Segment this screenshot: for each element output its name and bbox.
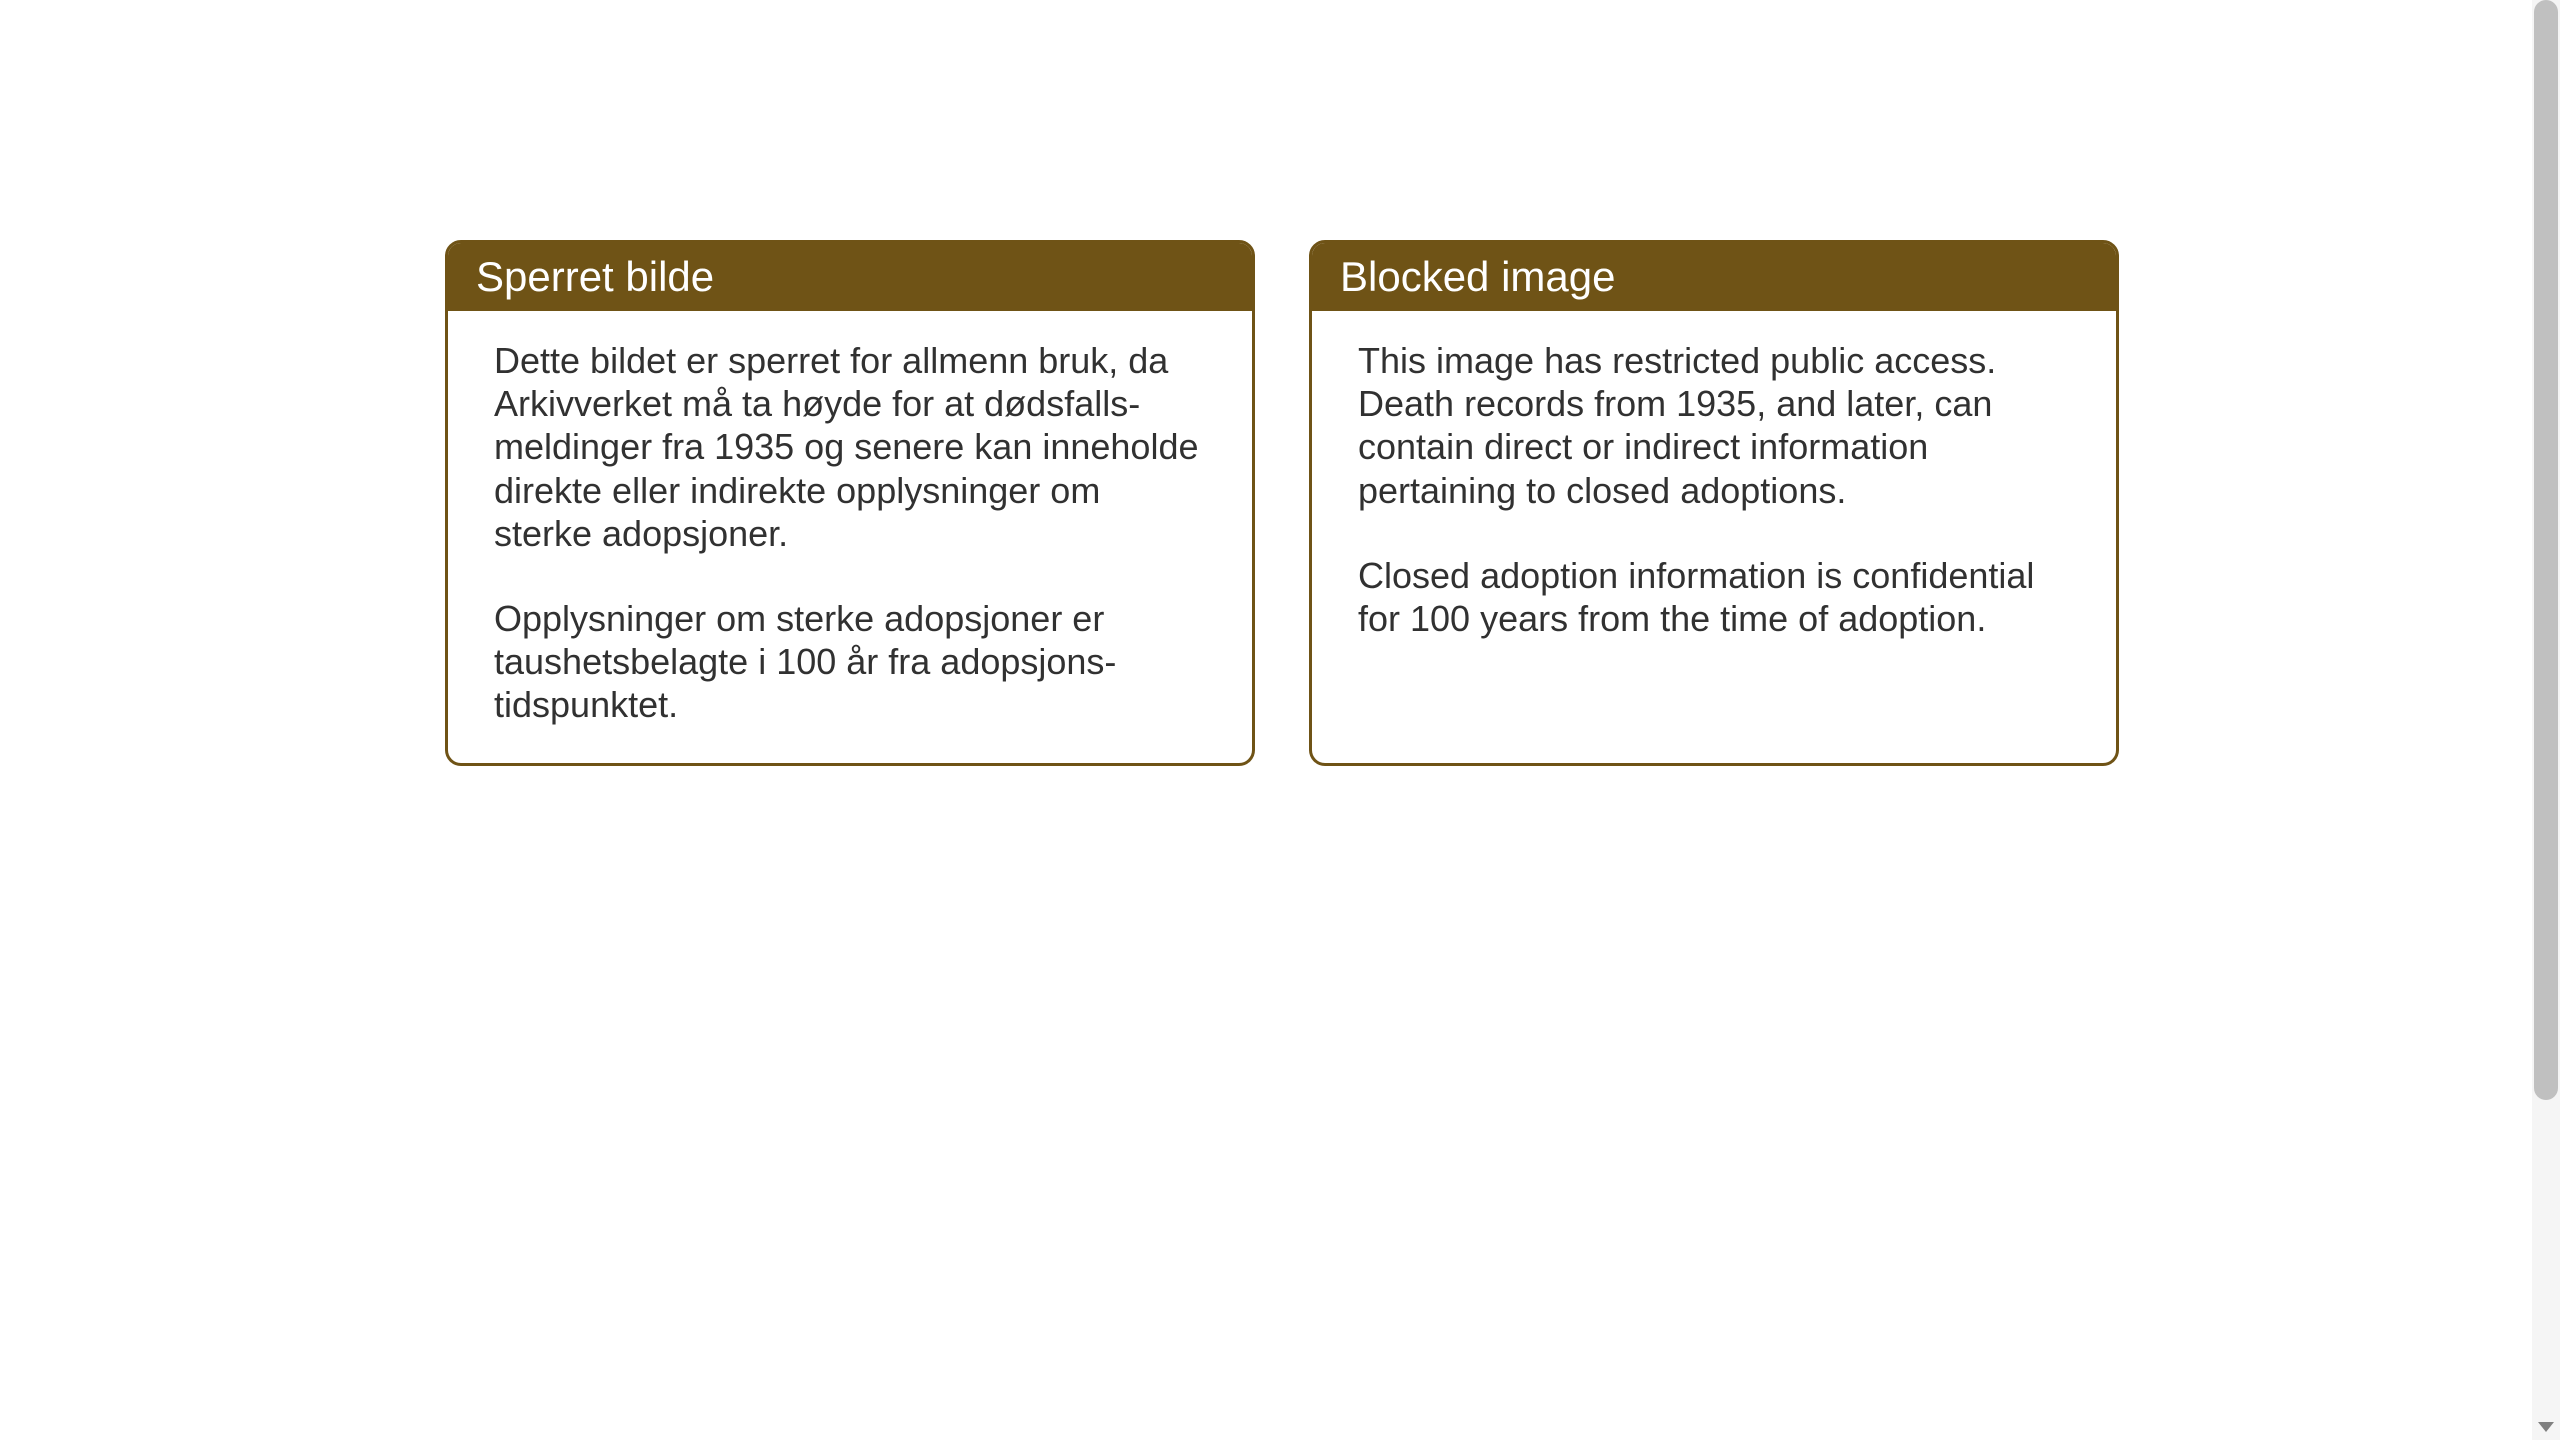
scrollbar-down-button[interactable]: [2532, 1414, 2560, 1440]
norwegian-body: Dette bildet er sperret for allmenn bruk…: [448, 311, 1252, 763]
norwegian-message-box: Sperret bilde Dette bildet er sperret fo…: [445, 240, 1255, 766]
english-paragraph-1: This image has restricted public access.…: [1358, 339, 2070, 512]
english-header: Blocked image: [1312, 243, 2116, 311]
message-container: Sperret bilde Dette bildet er sperret fo…: [445, 240, 2119, 766]
norwegian-paragraph-2: Opplysninger om sterke adopsjoner er tau…: [494, 597, 1206, 727]
chevron-down-icon: [2538, 1422, 2554, 1432]
scrollbar-track[interactable]: [2532, 0, 2560, 1440]
english-paragraph-2: Closed adoption information is confident…: [1358, 554, 2070, 640]
norwegian-header: Sperret bilde: [448, 243, 1252, 311]
scrollbar-thumb[interactable]: [2534, 0, 2558, 1100]
english-body: This image has restricted public access.…: [1312, 311, 2116, 676]
english-title: Blocked image: [1340, 253, 1615, 300]
norwegian-title: Sperret bilde: [476, 253, 714, 300]
norwegian-paragraph-1: Dette bildet er sperret for allmenn bruk…: [494, 339, 1206, 555]
english-message-box: Blocked image This image has restricted …: [1309, 240, 2119, 766]
